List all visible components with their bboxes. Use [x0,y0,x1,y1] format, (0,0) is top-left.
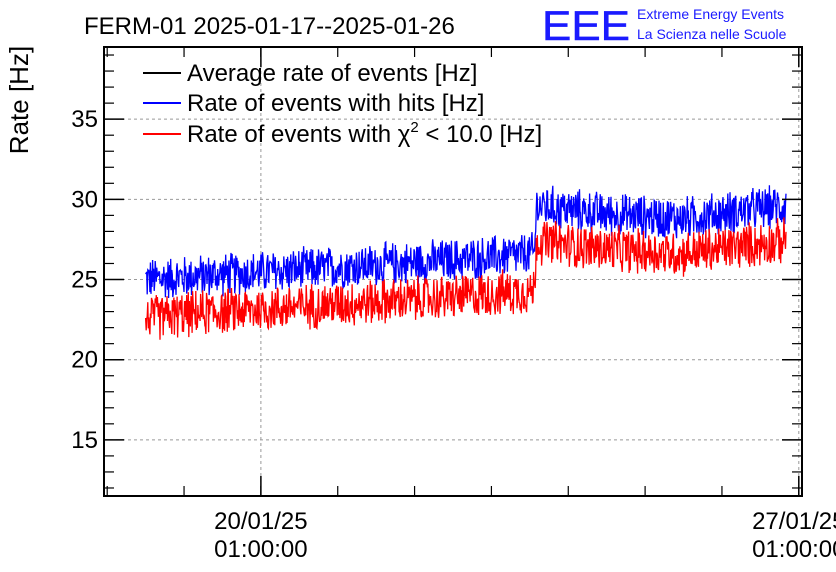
y-tick-label: 15 [71,427,98,454]
series-layer [144,185,787,340]
x-tick-date: 20/01/25 [214,508,307,535]
x-tick-date: 27/01/25 [752,508,836,535]
grid-lines [104,47,802,496]
legend: Average rate of events [Hz] Rate of event… [143,60,542,148]
y-axis-label: Rate [Hz] [4,46,34,154]
y-tick-label: 30 [71,186,98,213]
y-tick-label: 35 [71,106,98,133]
eee-logo-line2: La Scienza nelle Scuole [637,26,787,42]
plot-frame [103,46,803,497]
x-tick-time: 01:00:00 [752,536,836,563]
legend-label-0: Average rate of events [Hz] [187,60,477,87]
y-tick-label: 20 [71,347,98,374]
legend-label-2: Rate of events with χ2 < 10.0 [Hz] [187,119,542,148]
axis-ticks [104,47,802,496]
eee-logo-line1: Extreme Energy Events [637,6,784,22]
x-tick-time: 01:00:00 [214,536,307,563]
eee-logo: EEE Extreme Energy Events La Scienza nel… [542,2,787,50]
series-line-1 [145,185,787,299]
y-tick-labels: 15 20 25 30 35 [71,106,98,454]
chart-title: FERM-01 2025-01-17--2025-01-26 [84,13,455,40]
legend-label-1: Rate of events with hits [Hz] [187,90,484,117]
series-line-2 [144,217,787,340]
eee-logo-text: EEE [542,2,630,49]
y-tick-label: 25 [71,267,98,294]
